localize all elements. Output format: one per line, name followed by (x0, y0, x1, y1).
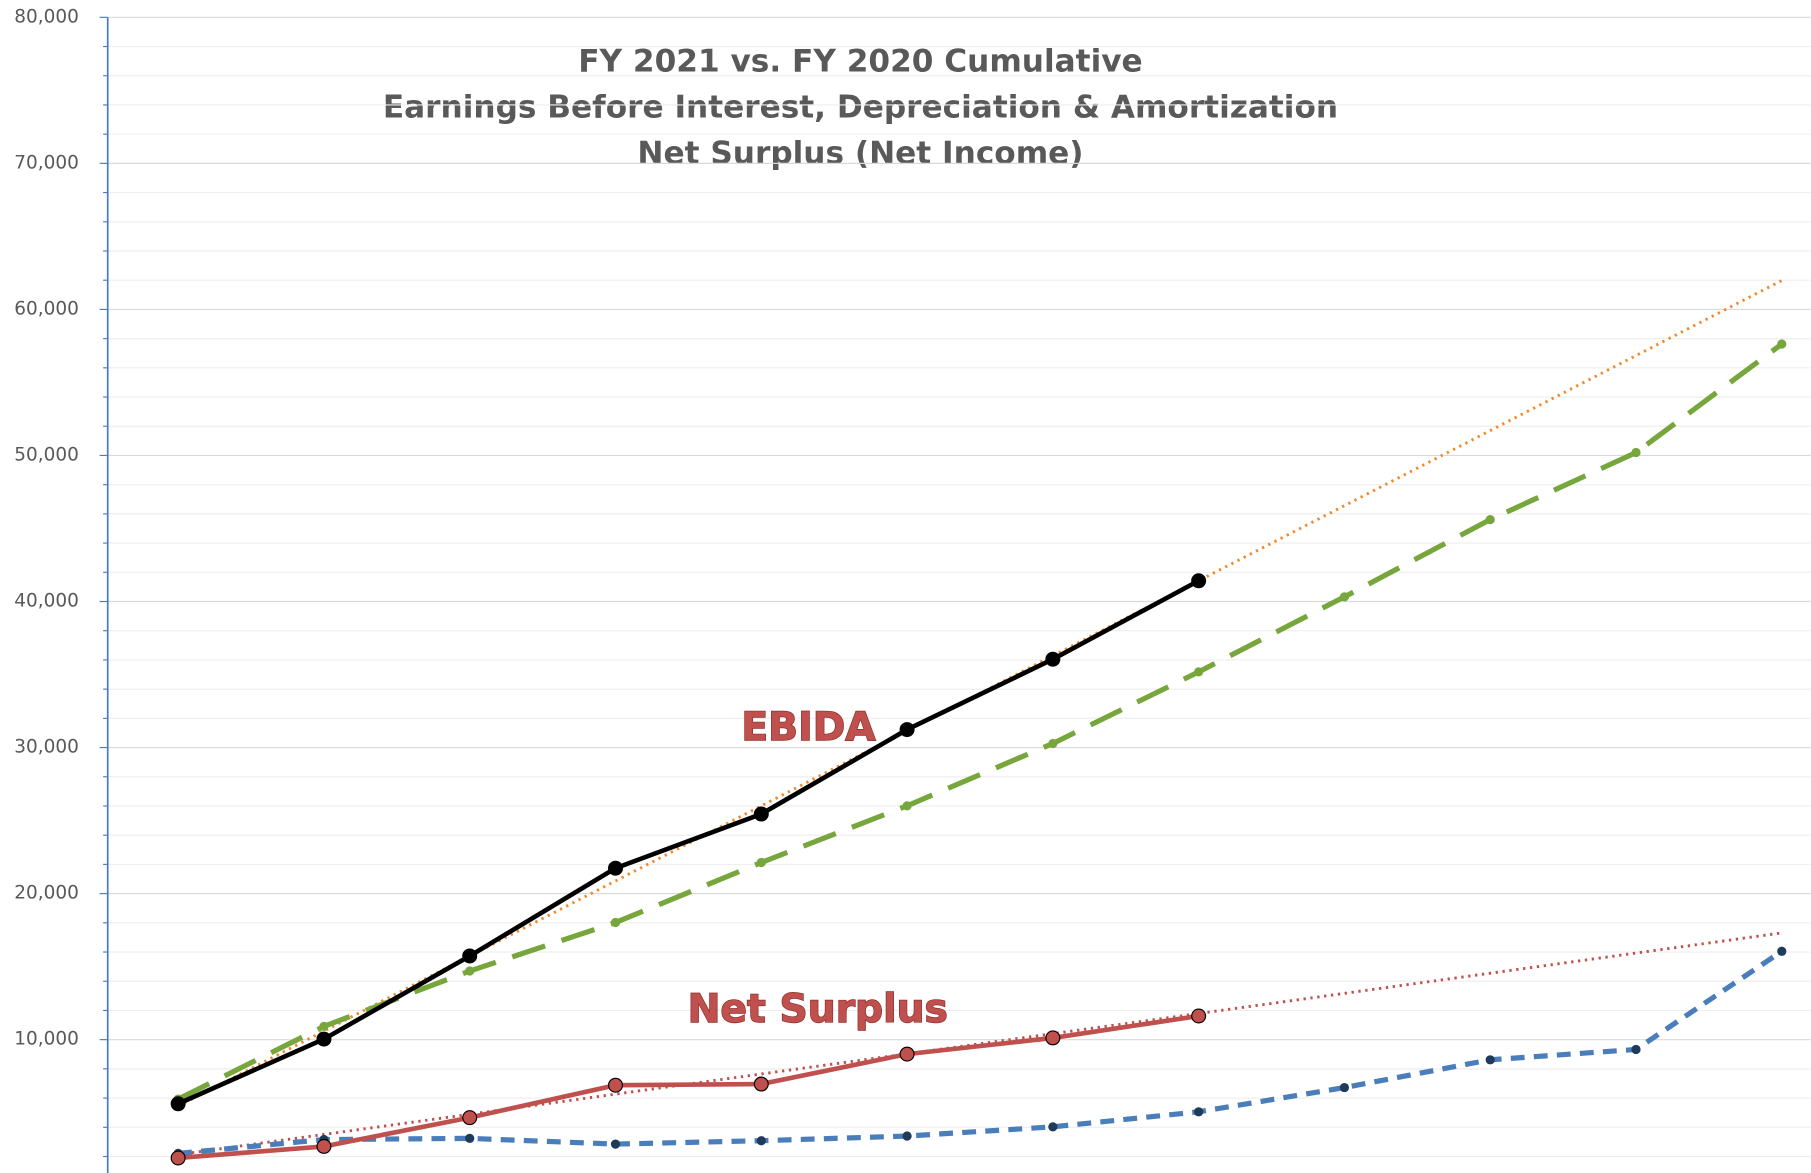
data-point (1194, 667, 1204, 677)
series-line (177, 578, 1200, 1106)
y-tick-label: 40,000 (14, 591, 79, 612)
data-point (753, 1076, 769, 1092)
data-point (607, 860, 624, 876)
data-point (610, 1139, 621, 1149)
series-line (177, 1013, 1199, 1161)
data-point (756, 857, 766, 868)
data-point (1048, 1122, 1058, 1132)
data-point (1339, 1082, 1350, 1093)
data-point (1339, 592, 1350, 602)
data-point (756, 1136, 766, 1146)
data-point (1194, 1107, 1204, 1117)
y-tick-label: 10,000 (14, 1029, 79, 1050)
y-tick-label: 80,000 (14, 6, 79, 27)
data-point (1191, 1008, 1207, 1024)
data-point (1631, 1044, 1641, 1055)
data-point (899, 1046, 915, 1062)
y-tick-label: 20,000 (14, 883, 79, 904)
chart-title: FY 2021 vs. FY 2020 Cumulative (578, 43, 1142, 79)
chart-title: Net Surplus (Net Income) (637, 136, 1083, 172)
annotation: Net Surplus (688, 987, 948, 1032)
data-point (610, 917, 621, 928)
series-line (176, 341, 1784, 1102)
y-tick-label: 30,000 (14, 737, 79, 758)
data-point (170, 1150, 186, 1166)
data-point (170, 1096, 186, 1112)
y-tick-label: 50,000 (14, 444, 79, 465)
data-point (607, 1077, 624, 1093)
series-line (177, 949, 1784, 1157)
data-point (1191, 573, 1207, 589)
data-point (1045, 651, 1061, 667)
data-point (899, 722, 915, 738)
data-point (902, 801, 912, 811)
data-point (462, 1110, 478, 1126)
data-point (753, 806, 769, 822)
data-point (1777, 946, 1787, 956)
data-point (465, 966, 475, 976)
data-point (1048, 738, 1058, 749)
data-point (462, 948, 478, 964)
chart-title: Earnings Before Interest, Depreciation &… (383, 90, 1338, 126)
data-point (1631, 447, 1641, 458)
data-point (1485, 514, 1495, 525)
data-point (319, 1021, 329, 1031)
y-tick-label: 70,000 (14, 152, 79, 173)
y-tick-label: 60,000 (14, 298, 79, 319)
data-point (902, 1131, 912, 1141)
annotation: EBIDA (741, 705, 876, 750)
data-point (465, 1133, 475, 1144)
data-point (316, 1031, 332, 1047)
data-point (316, 1138, 332, 1154)
data-point (1777, 339, 1787, 349)
data-point (1045, 1030, 1061, 1046)
data-point (1485, 1055, 1495, 1065)
